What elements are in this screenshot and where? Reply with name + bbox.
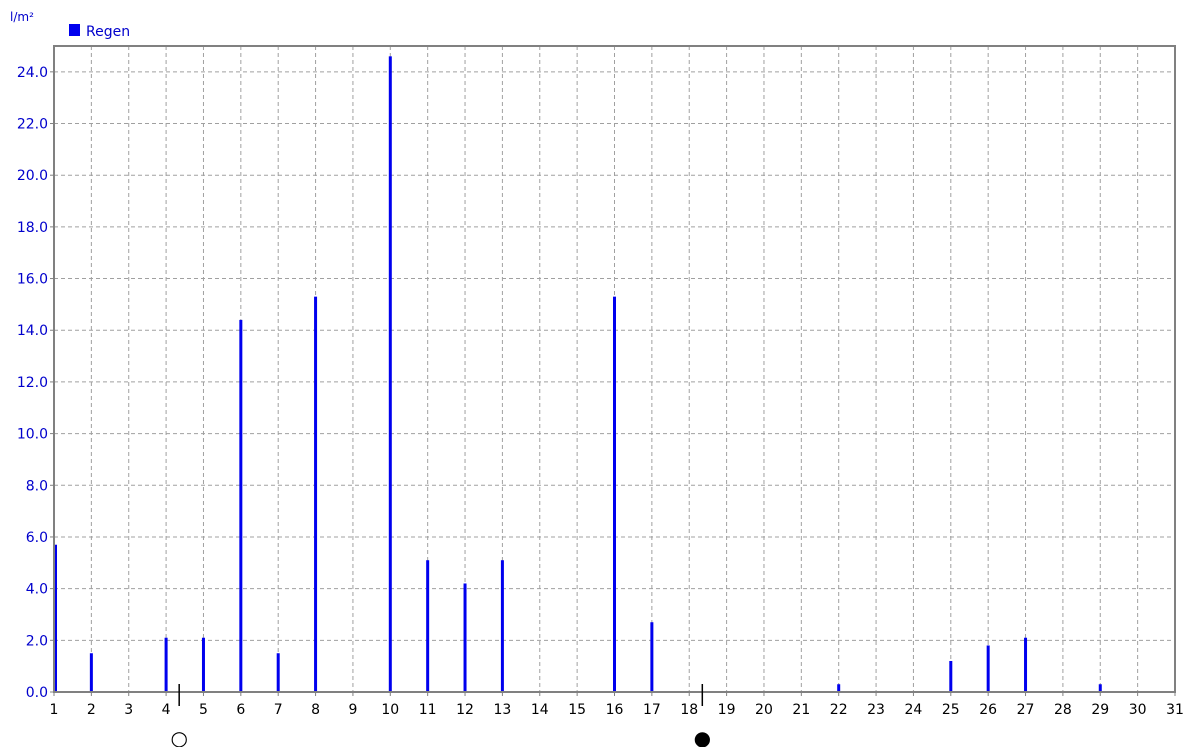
- full-moon-icon: ○: [170, 726, 187, 747]
- rain-bar: [239, 319, 243, 692]
- y-axis-ticks: 0.0 2.0 4.0 6.0 8.0 10.0 12.0 14.0 16.0 18.0 20.0 2…: [17, 65, 54, 701]
- x-tick-label: 25: [942, 702, 960, 718]
- x-tick-label: 19: [718, 702, 736, 718]
- y-tick-label: 12.0: [17, 375, 48, 391]
- rain-bar: [1098, 684, 1102, 692]
- y-tick-label: 8.0: [26, 478, 48, 494]
- x-tick-label: 13: [493, 702, 511, 718]
- bars: [54, 56, 1102, 692]
- x-tick-label: 11: [419, 702, 437, 718]
- rain-bar: [164, 637, 168, 692]
- y-tick-label: 18.0: [17, 220, 48, 236]
- x-tick-label: 20: [755, 702, 773, 718]
- x-tick-label: 4: [162, 702, 171, 718]
- x-tick-label: 31: [1166, 702, 1184, 718]
- rain-bar: [388, 56, 392, 692]
- rain-bar: [314, 296, 318, 692]
- y-tick-label: 16.0: [17, 272, 48, 288]
- moon-phases: ○ ●: [170, 684, 711, 747]
- x-tick-label: 10: [381, 702, 399, 718]
- rain-bar: [426, 560, 430, 692]
- rain-bar: [54, 544, 57, 692]
- x-tick-label: 23: [867, 702, 885, 718]
- x-tick-label: 29: [1091, 702, 1109, 718]
- legend: Regen: [69, 24, 130, 40]
- x-tick-label: 5: [199, 702, 208, 718]
- legend-swatch: [69, 24, 80, 36]
- x-tick-label: 2: [87, 702, 96, 718]
- new-moon-icon: ●: [694, 726, 711, 747]
- y-tick-label: 10.0: [17, 427, 48, 443]
- x-tick-label: 28: [1054, 702, 1072, 718]
- rain-bar: [949, 660, 953, 692]
- x-tick-label: 16: [606, 702, 624, 718]
- x-tick-label: 8: [311, 702, 320, 718]
- x-tick-label: 22: [830, 702, 848, 718]
- rain-bar: [650, 622, 654, 692]
- x-tick-label: 18: [680, 702, 698, 718]
- rain-bar: [276, 653, 280, 692]
- x-tick-label: 7: [274, 702, 283, 718]
- rain-bar: [463, 583, 467, 692]
- rain-bar: [613, 296, 616, 692]
- y-tick-label: 14.0: [17, 323, 48, 339]
- rain-bar: [201, 637, 205, 692]
- x-tick-label: 24: [905, 702, 923, 718]
- rain-bar: [1024, 637, 1028, 692]
- rain-bar: [89, 653, 93, 692]
- y-tick-label: 0.0: [26, 685, 48, 701]
- x-tick-label: 3: [124, 702, 133, 718]
- x-tick-label: 17: [643, 702, 661, 718]
- rain-bar: [837, 684, 841, 692]
- x-tick-label: 1: [50, 702, 59, 718]
- legend-label: Regen: [86, 24, 130, 40]
- x-tick-label: 14: [531, 702, 549, 718]
- x-tick-label: 6: [236, 702, 245, 718]
- x-tick-label: 21: [792, 702, 810, 718]
- x-tick-label: 9: [348, 702, 357, 718]
- y-tick-label: 4.0: [26, 582, 48, 598]
- y-tick-label: 2.0: [26, 633, 48, 649]
- y-axis-unit-label: l/m²: [10, 10, 34, 24]
- y-tick-label: 24.0: [17, 65, 48, 81]
- x-tick-label: 26: [979, 702, 997, 718]
- y-tick-label: 20.0: [17, 168, 48, 184]
- x-tick-label: 12: [456, 702, 474, 718]
- x-tick-label: 15: [568, 702, 586, 718]
- x-tick-label: 27: [1017, 702, 1035, 718]
- rain-bar: [500, 560, 504, 692]
- y-tick-label: 22.0: [17, 117, 48, 133]
- x-tick-label: 30: [1129, 702, 1147, 718]
- y-tick-label: 6.0: [26, 530, 48, 546]
- x-axis-ticks: 1 2 3 4 5 6 7 8 9 10 11 12 13 14 15 16 17 18 19 20 21 22 23 24 2…: [50, 692, 1184, 718]
- rain-bar: [986, 645, 990, 692]
